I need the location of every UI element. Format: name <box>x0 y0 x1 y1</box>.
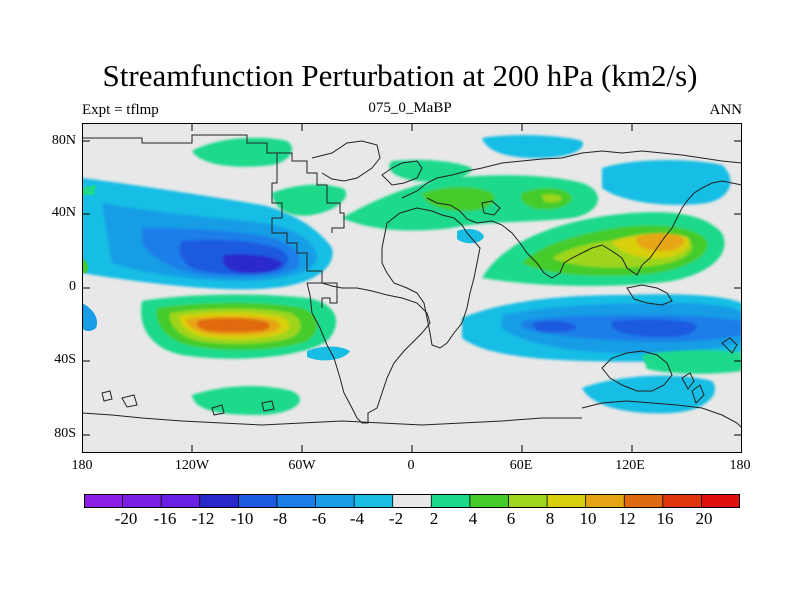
colorbar-swatch <box>470 494 509 508</box>
colorbar-swatch <box>508 494 547 508</box>
colorbar-label: 4 <box>453 509 493 529</box>
lat-tick-label: 0 <box>46 279 76 295</box>
plot-title: Streamfunction Perturbation at 200 hPa (… <box>0 58 800 94</box>
colorbar-label: 16 <box>645 509 685 529</box>
positive-anomaly-tasman <box>642 350 742 374</box>
colorbar-swatch <box>663 494 702 508</box>
positive-anomaly-south-pacific <box>141 295 336 359</box>
lon-tick-label: 0 <box>381 458 441 474</box>
colorbar-swatch <box>624 494 663 508</box>
lat-tick-label: 40S <box>46 352 76 368</box>
colorbar-swatch <box>431 494 470 508</box>
colorbar-label: 20 <box>684 509 724 529</box>
lon-tick-label: 60E <box>491 458 551 474</box>
colorbar-swatch <box>316 494 355 508</box>
lon-tick-label: 180 <box>52 458 112 474</box>
colorbar-label: 10 <box>568 509 608 529</box>
colorbar-label: 6 <box>491 509 531 529</box>
colorbar-label: -8 <box>260 509 300 529</box>
colorbar-swatch <box>200 494 239 508</box>
colorbar-swatch <box>84 494 123 508</box>
colorbar <box>84 494 740 508</box>
colorbar-label: -2 <box>376 509 416 529</box>
colorbar-label: 12 <box>607 509 647 529</box>
colorbar-label: -4 <box>337 509 377 529</box>
streamfunction-map <box>82 123 742 453</box>
colorbar-swatch <box>161 494 200 508</box>
colorbar-swatch <box>238 494 277 508</box>
colorbar-swatch <box>701 494 740 508</box>
lat-tick-label: 80N <box>46 133 76 149</box>
colorbar-label: 8 <box>530 509 570 529</box>
experiment-label: Expt = tflmp <box>82 102 159 119</box>
colorbar-swatch <box>393 494 432 508</box>
colorbar-swatch <box>547 494 586 508</box>
lat-tick-label: 80S <box>46 426 76 442</box>
lon-tick-label: 180 <box>710 458 770 474</box>
colorbar-label: -20 <box>106 509 146 529</box>
lat-tick-label: 40N <box>46 205 76 221</box>
colorbar-label: 2 <box>414 509 454 529</box>
colorbar-swatch <box>354 494 393 508</box>
colorbar-label: -12 <box>183 509 223 529</box>
case-label: 075_0_MaBP <box>300 100 520 117</box>
colorbar-label: -6 <box>299 509 339 529</box>
colorbar-swatch <box>277 494 316 508</box>
lon-tick-label: 120W <box>162 458 222 474</box>
colorbar-label: -10 <box>222 509 262 529</box>
colorbar-swatch <box>123 494 162 508</box>
colorbar-label: -16 <box>145 509 185 529</box>
season-label: ANN <box>710 102 743 119</box>
colorbar-swatch <box>586 494 625 508</box>
lon-tick-label: 60W <box>272 458 332 474</box>
lon-tick-label: 120E <box>600 458 660 474</box>
